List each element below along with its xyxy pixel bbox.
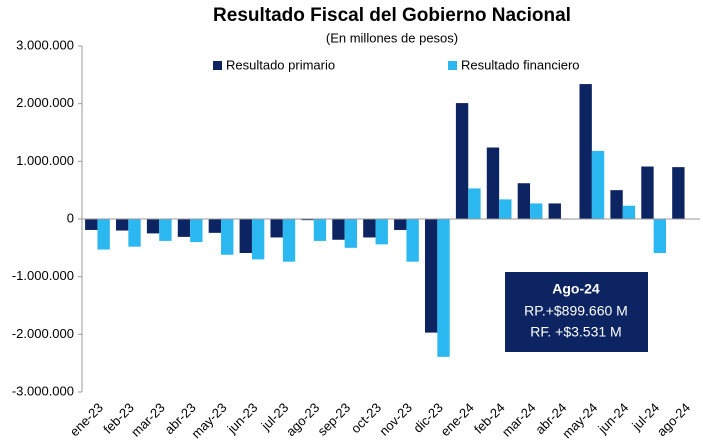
bar — [424, 219, 438, 333]
bar — [159, 219, 172, 241]
bar — [499, 199, 512, 219]
bar — [455, 103, 469, 219]
x-tick-label: ago-23 — [283, 400, 322, 439]
bar — [622, 205, 636, 219]
bar — [591, 150, 605, 219]
y-tick-label: -1.000.000 — [12, 268, 74, 283]
legend-label: Resultado financiero — [461, 57, 580, 72]
bar — [282, 219, 296, 262]
bar — [530, 203, 543, 219]
bar — [221, 219, 234, 255]
bar — [517, 183, 531, 219]
bar — [653, 219, 667, 254]
x-tick-label: ene-24 — [438, 400, 477, 439]
bar — [128, 219, 141, 247]
y-tick-label: 1.000.000 — [16, 153, 74, 168]
annotation-title: Ago-24 — [552, 281, 600, 297]
y-tick-label: -2.000.000 — [12, 326, 74, 341]
bar — [437, 219, 450, 357]
bar — [177, 219, 191, 237]
y-tick-label: 0 — [67, 210, 74, 225]
legend-swatch — [213, 61, 222, 70]
bar — [146, 219, 160, 234]
legend-label: Resultado primario — [226, 57, 335, 72]
x-tick-label: mar-24 — [499, 400, 539, 440]
bar — [85, 219, 98, 230]
bar — [610, 190, 623, 219]
bar — [394, 219, 407, 230]
bar — [270, 219, 283, 238]
x-tick-label: jun-24 — [594, 400, 631, 437]
chart-subtitle: (En millones de pesos) — [326, 30, 458, 45]
bar — [208, 219, 222, 233]
bar — [641, 166, 654, 219]
bar — [579, 84, 592, 219]
x-tick-label: mar-23 — [128, 400, 168, 440]
bar — [190, 219, 203, 243]
bar — [239, 219, 252, 254]
bar — [468, 188, 481, 219]
bar — [672, 167, 685, 219]
y-tick-label: 2.000.000 — [16, 95, 74, 110]
bar — [115, 219, 129, 231]
x-tick-label: ene-23 — [67, 400, 106, 439]
bar — [375, 219, 388, 245]
y-tick-label: 3.000.000 — [16, 37, 74, 52]
bar — [363, 219, 376, 238]
bar — [332, 219, 345, 240]
bar — [251, 219, 265, 260]
x-tick-label: may-24 — [559, 400, 600, 441]
annotation-box — [505, 272, 648, 352]
x-tick-label: ago-24 — [654, 400, 693, 439]
x-tick-label: may-23 — [188, 400, 229, 441]
y-tick-label: -3.000.000 — [12, 383, 74, 398]
legend-swatch — [448, 61, 457, 70]
bar — [548, 203, 561, 219]
x-tick-label: nov-23 — [376, 400, 415, 439]
annotation-line: RF. +$3.531 M — [530, 324, 621, 340]
annotation-line: RP.+$899.660 M — [524, 303, 628, 319]
bar — [313, 219, 327, 241]
x-tick-label: jun-23 — [224, 400, 261, 437]
bar — [406, 219, 419, 262]
bar — [486, 147, 500, 219]
chart-title: Resultado Fiscal del Gobierno Nacional — [213, 5, 571, 26]
bar — [301, 219, 314, 221]
x-tick-label: sep-23 — [314, 400, 353, 439]
bar — [344, 219, 358, 248]
bar — [97, 219, 110, 250]
